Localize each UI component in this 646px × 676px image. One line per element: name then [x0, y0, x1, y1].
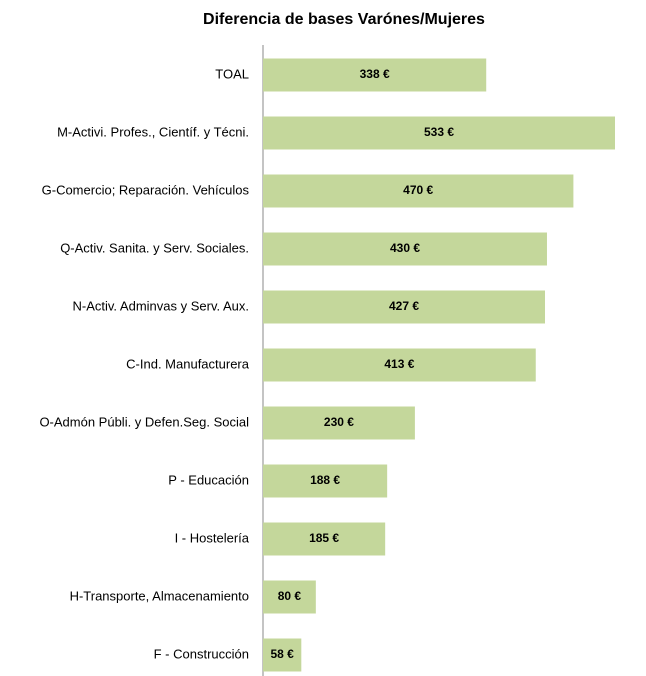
category-label: TOAL: [215, 66, 249, 81]
bar: [263, 406, 415, 440]
value-label: 533 €: [424, 125, 454, 139]
value-label: 80 €: [278, 589, 302, 603]
bar: [263, 464, 388, 498]
bar: [263, 174, 574, 208]
value-label: 338 €: [360, 67, 390, 81]
bar: [263, 116, 615, 150]
bar: [263, 290, 545, 324]
value-label: 427 €: [389, 299, 419, 313]
value-label: 430 €: [390, 241, 420, 255]
value-label: 413 €: [384, 357, 414, 371]
category-label: C-Ind. Manufacturera: [126, 356, 250, 371]
value-label: 58 €: [270, 647, 294, 661]
bar: [263, 58, 487, 92]
value-label: 188 €: [310, 473, 340, 487]
value-label: 230 €: [324, 415, 354, 429]
bar: [263, 638, 302, 672]
bar: [263, 348, 536, 382]
chart-title: Diferencia de bases Varónes/Mujeres: [203, 11, 485, 28]
value-label: 185 €: [309, 531, 339, 545]
bar: [263, 232, 547, 266]
value-label: 470 €: [403, 183, 433, 197]
category-label: H-Transporte, Almacenamiento: [70, 588, 249, 603]
category-label: M-Activi. Profes., Científ. y Técni.: [57, 124, 249, 139]
category-label: N-Activ. Adminvas y Serv. Aux.: [72, 298, 249, 313]
category-label: O-Admón Públi. y Defen.Seg. Social: [39, 414, 249, 429]
category-label: I - Hostelería: [175, 530, 250, 545]
bar: [263, 580, 316, 614]
category-label: F - Construcción: [154, 646, 249, 661]
bar: [263, 522, 386, 556]
category-label: Q-Activ. Sanita. y Serv. Sociales.: [60, 240, 249, 255]
category-label: G-Comercio; Reparación. Vehículos: [42, 182, 250, 197]
category-label: P - Educación: [168, 472, 249, 487]
